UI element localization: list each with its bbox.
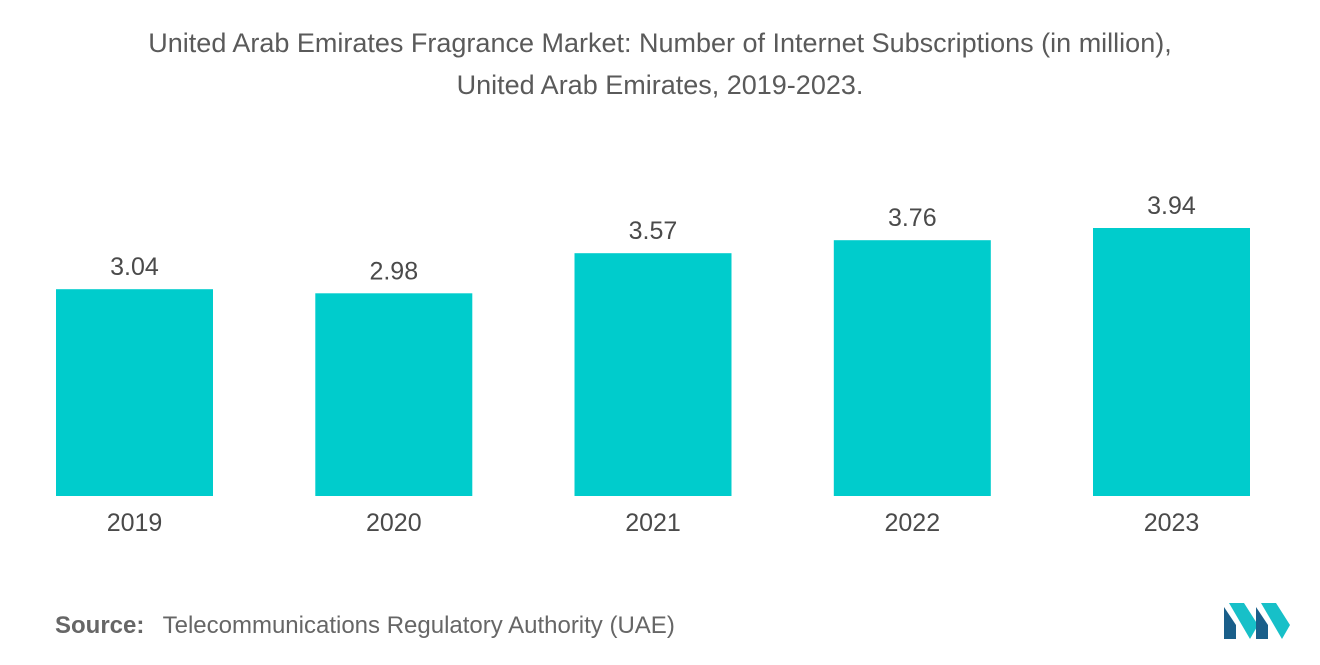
value-label-2023: 3.94 [1147, 192, 1196, 220]
chart-title-line-2: United Arab Emirates, 2019-2023. [456, 70, 864, 100]
category-label-2022: 2022 [884, 509, 940, 537]
bar-2022 [833, 240, 991, 496]
value-label-2021: 3.57 [629, 217, 678, 245]
value-label-2022: 3.76 [888, 204, 937, 232]
mordor-logo-icon [1224, 603, 1290, 639]
source-key: Source: [55, 612, 145, 639]
value-label-2019: 3.04 [110, 253, 159, 281]
value-label-2020: 2.98 [369, 257, 418, 285]
value-labels-group: 3.04 2.98 3.57 3.76 3.94 [110, 192, 1196, 285]
category-label-2023: 2023 [1144, 509, 1200, 537]
source-text: Telecommunications Regulatory Authority … [162, 612, 675, 639]
category-label-2019: 2019 [107, 509, 163, 537]
bar-2023 [1093, 228, 1250, 496]
chart-title-line-1: United Arab Emirates Fragrance Market: N… [148, 28, 1172, 58]
category-labels-group: 2019 2020 2021 2022 2023 [107, 509, 1200, 537]
category-label-2020: 2020 [366, 509, 422, 537]
bar-2020 [315, 293, 473, 496]
category-label-2021: 2021 [625, 509, 681, 537]
bar-2019 [56, 289, 213, 496]
bar-2021 [574, 253, 732, 496]
bars-group [56, 228, 1250, 496]
chart-title: United Arab Emirates Fragrance Market: N… [0, 22, 1320, 106]
source-note: Source: Telecommunications Regulatory Au… [55, 612, 675, 640]
